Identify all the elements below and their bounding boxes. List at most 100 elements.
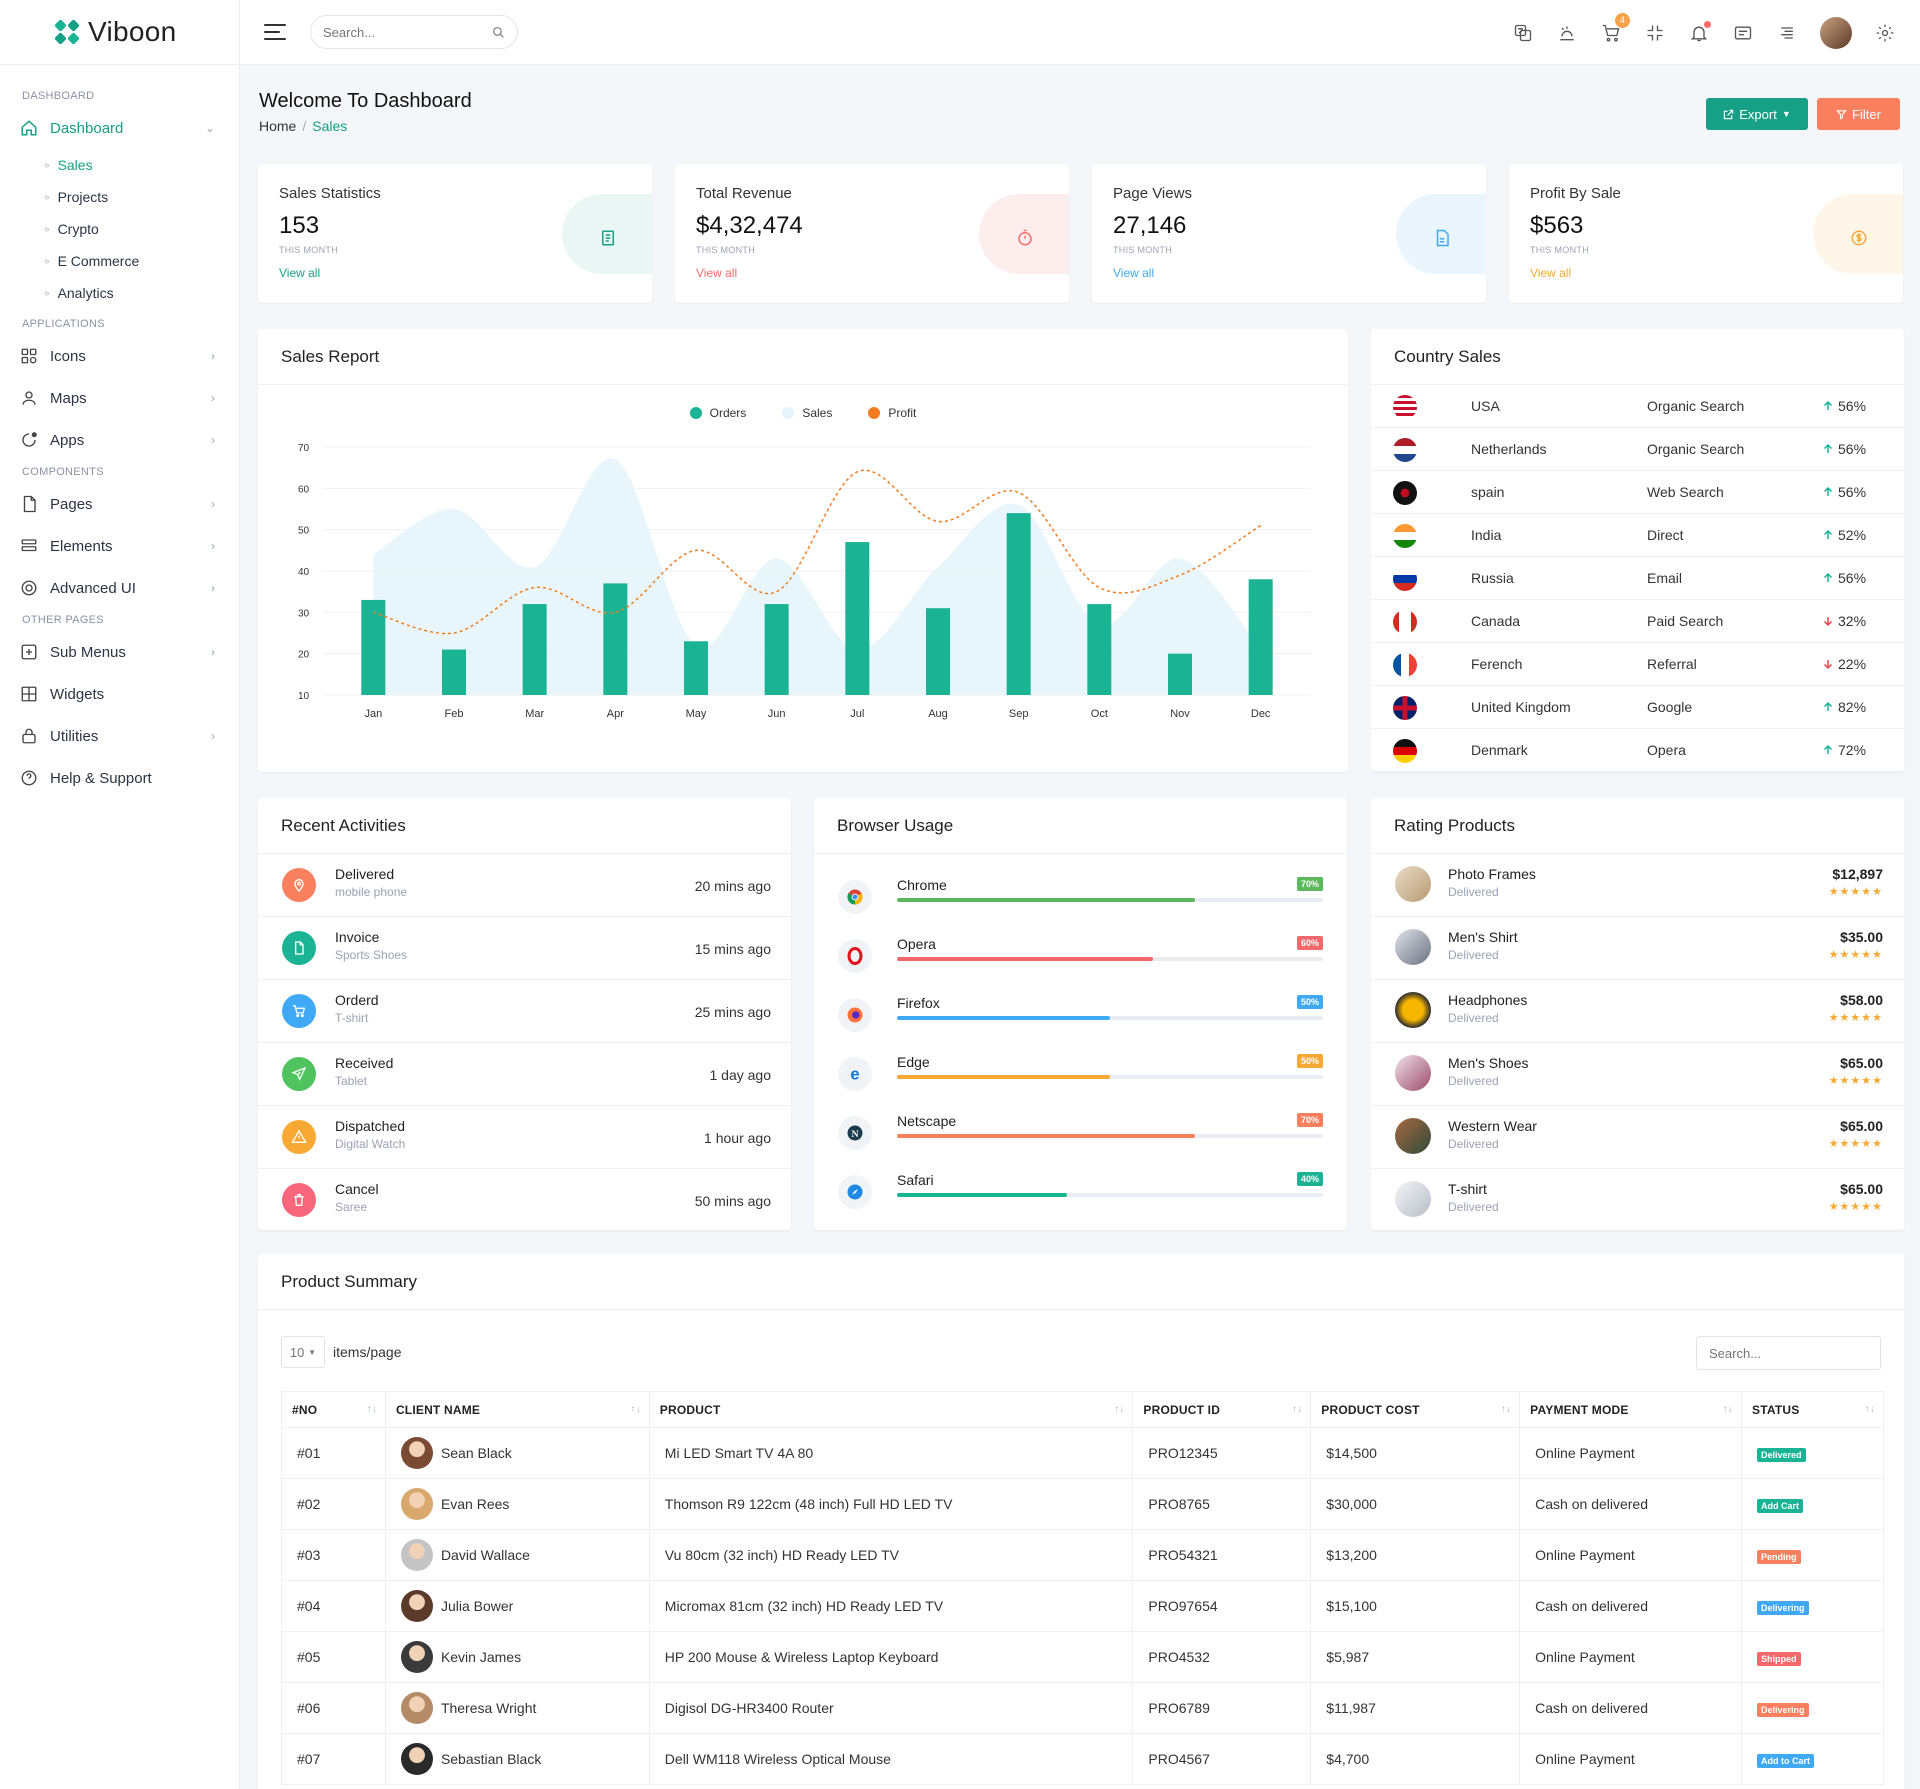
sort-icon[interactable]: ↑↓: [1291, 1404, 1303, 1415]
sidebar-item-widgets[interactable]: Widgets: [0, 673, 239, 715]
sort-icon[interactable]: ↑↓: [1500, 1404, 1512, 1415]
client-avatar: [400, 1590, 433, 1622]
chevron-right-icon: ›: [211, 391, 215, 405]
column-header[interactable]: #NO ↑↓: [281, 1391, 386, 1428]
sidebar-item-dashboard[interactable]: Dashboard ⌄: [0, 107, 239, 149]
activity-row[interactable]: Invoice Sports Shoes 15 mins ago: [258, 917, 791, 980]
safari-icon: [847, 1184, 863, 1200]
search-icon[interactable]: [492, 26, 505, 39]
product-row[interactable]: Men's Shoes Delivered $65.00 ★★★★★: [1371, 1043, 1904, 1106]
brand-logo[interactable]: Viboon: [0, 0, 239, 65]
sort-icon[interactable]: ↑↓: [366, 1404, 377, 1415]
search-input[interactable]: [323, 24, 473, 40]
product-row[interactable]: Western Wear Delivered $65.00 ★★★★★: [1371, 1106, 1904, 1169]
country-row: spain Web Search 56%: [1371, 471, 1904, 514]
sidebar-sub-projects[interactable]: » Projects: [44, 189, 109, 205]
view-all-link[interactable]: View all: [1113, 266, 1155, 280]
table-row[interactable]: #01 Sean Black Mi LED Smart TV 4A 80 PRO…: [281, 1427, 1884, 1479]
breadcrumb-home[interactable]: Home: [259, 118, 297, 134]
table-search-input[interactable]: [1696, 1336, 1881, 1370]
column-header[interactable]: PRODUCT ↑↓: [648, 1391, 1134, 1428]
cart-icon[interactable]: 4: [1600, 12, 1630, 44]
search-box[interactable]: [310, 15, 518, 49]
orders-bar: [845, 542, 870, 695]
chevron-right-icon: ›: [211, 539, 215, 553]
sidebar-item-pages[interactable]: Pages ›: [0, 483, 239, 525]
sidebar-sub-sales[interactable]: » Sales: [44, 157, 93, 173]
table-row[interactable]: #02 Evan Rees Thomson R9 122cm (48 inch)…: [281, 1478, 1884, 1530]
table-row[interactable]: #03 David Wallace Vu 80cm (32 inch) HD R…: [281, 1529, 1884, 1581]
bell-icon[interactable]: [1688, 20, 1711, 44]
product-row[interactable]: T-shirt Delivered $65.00 ★★★★★: [1371, 1169, 1904, 1232]
sidebar-sub-e-commerce[interactable]: » E Commerce: [44, 253, 140, 269]
export-button[interactable]: Export ▼: [1706, 98, 1808, 130]
firefox-icon: [847, 1007, 863, 1023]
sort-icon[interactable]: ↑↓: [1113, 1404, 1125, 1415]
status-badge: Shipped: [1757, 1651, 1801, 1666]
column-header[interactable]: PAYMENT MODE ↑↓: [1519, 1391, 1743, 1428]
column-header[interactable]: PRODUCT COST ↑↓: [1310, 1391, 1521, 1428]
filter-button[interactable]: Filter: [1817, 98, 1900, 130]
view-all-link[interactable]: View all: [1530, 266, 1572, 280]
per-page-select[interactable]: 10 ▼: [281, 1336, 325, 1368]
progress-track: [897, 1193, 1323, 1197]
user-avatar[interactable]: [1820, 16, 1852, 49]
sort-icon[interactable]: ↑↓: [630, 1404, 641, 1415]
legend-item[interactable]: Profit: [868, 406, 916, 420]
svg-text:e: e: [850, 1065, 859, 1083]
chevron-right-icon: ›: [211, 433, 215, 447]
message-icon[interactable]: [1732, 22, 1754, 44]
sidebar-sub-analytics[interactable]: » Analytics: [44, 285, 114, 301]
browser-row: e Edge 50%: [814, 1044, 1347, 1103]
stat-card-page-views: Page Views 27,146 THIS MONTH View all: [1092, 164, 1486, 303]
home-icon: [21, 120, 37, 136]
card-title: Country Sales: [1394, 347, 1501, 366]
theme-mode-icon[interactable]: [1556, 22, 1578, 44]
browser-icon: [838, 998, 872, 1032]
percent-badge: 40%: [1296, 1172, 1323, 1186]
table-row[interactable]: #07 Sebastian Black Dell WM118 Wireless …: [281, 1733, 1884, 1785]
product-row[interactable]: Photo Frames Delivered $12,897 ★★★★★: [1371, 854, 1904, 917]
gear-icon[interactable]: [1874, 22, 1896, 44]
activity-row[interactable]: Dispatched Digital Watch 1 hour ago: [258, 1106, 791, 1169]
sidebar-sub-crypto[interactable]: » Crypto: [44, 221, 99, 237]
product-row[interactable]: Men's Shirt Delivered $35.00 ★★★★★: [1371, 917, 1904, 980]
align-right-icon[interactable]: [1776, 22, 1798, 44]
legend-item[interactable]: Orders: [689, 406, 746, 420]
product-row[interactable]: Headphones Delivered $58.00 ★★★★★: [1371, 980, 1904, 1043]
fullscreen-exit-icon[interactable]: [1644, 22, 1666, 44]
flag-icon: [1393, 438, 1417, 462]
sidebar-item-icons[interactable]: Icons ›: [0, 335, 239, 377]
layout-icon: [21, 686, 37, 702]
activity-row[interactable]: Orderd T-shirt 25 mins ago: [258, 980, 791, 1043]
y-tick-label: 60: [298, 484, 310, 495]
country-row: Netherlands Organic Search 56%: [1371, 428, 1904, 471]
grid-icon: [21, 348, 37, 364]
table-row[interactable]: #05 Kevin James HP 200 Mouse & Wireless …: [281, 1631, 1884, 1683]
sort-icon[interactable]: ↑↓: [1722, 1404, 1734, 1415]
activity-row[interactable]: Delivered mobile phone 20 mins ago: [258, 854, 791, 917]
sidebar-item-elements[interactable]: Elements ›: [0, 525, 239, 567]
sidebar-item-apps[interactable]: Apps ›: [0, 419, 239, 461]
column-header[interactable]: CLIENT NAME ↑↓: [384, 1391, 650, 1428]
legend-item[interactable]: Sales: [782, 406, 832, 420]
table-row[interactable]: #04 Julia Bower Micromax 81cm (32 inch) …: [281, 1580, 1884, 1632]
column-header[interactable]: PRODUCT ID ↑↓: [1132, 1391, 1312, 1428]
activity-row[interactable]: Cancel Saree 50 mins ago: [258, 1169, 791, 1232]
sidebar-item-advanced-ui[interactable]: Advanced UI ›: [0, 567, 239, 609]
card-title: Browser Usage: [837, 816, 954, 835]
sort-icon[interactable]: ↑↓: [1864, 1404, 1875, 1415]
sidebar-item-help-support[interactable]: Help & Support: [0, 757, 239, 799]
column-header[interactable]: STATUS ↑↓: [1741, 1391, 1884, 1428]
sidebar-item-sub-menus[interactable]: Sub Menus ›: [0, 631, 239, 673]
activity-row[interactable]: Received Tablet 1 day ago: [258, 1043, 791, 1106]
sidebar-item-utilities[interactable]: Utilities ›: [0, 715, 239, 757]
translate-icon[interactable]: [1512, 22, 1534, 44]
view-all-link[interactable]: View all: [279, 266, 321, 280]
svg-text:N: N: [851, 1129, 858, 1140]
sidebar-item-maps[interactable]: Maps ›: [0, 377, 239, 419]
menu-toggle-icon[interactable]: [264, 24, 286, 40]
view-all-link[interactable]: View all: [696, 266, 738, 280]
apps-icon: [22, 432, 37, 447]
table-row[interactable]: #06 Theresa Wright Digisol DG-HR3400 Rou…: [281, 1682, 1884, 1734]
